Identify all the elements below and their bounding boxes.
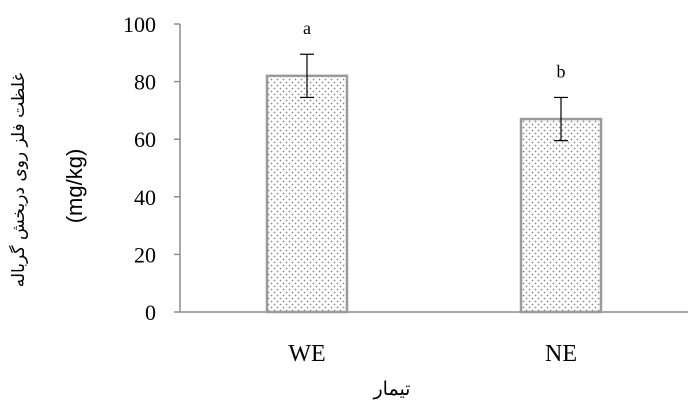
- x-axis-label: تیمار: [373, 378, 411, 400]
- y-tick-label: 80: [134, 70, 156, 95]
- y-axis-unit: (mg/kg): [62, 149, 87, 224]
- bars: [265, 74, 603, 314]
- y-tick-label: 0: [145, 300, 156, 325]
- y-tick-label: 40: [134, 185, 156, 210]
- y-tick-label: 60: [134, 127, 156, 152]
- x-tick-label: WE: [288, 341, 325, 367]
- x-tick-label: NE: [545, 341, 577, 367]
- bar-ne: [519, 117, 603, 314]
- error-bars: [300, 53, 568, 142]
- y-tick-label: 20: [134, 242, 156, 267]
- y-axis-label: غلظت فلز روی دربخش گرباله: [8, 73, 29, 288]
- bar-we: [265, 74, 349, 314]
- significance-letter: a: [303, 18, 311, 38]
- y-tick-label: 100: [123, 12, 156, 37]
- axes: [174, 23, 688, 313]
- significance-letter: b: [557, 61, 566, 81]
- category-labels: a WE b NE: [288, 18, 577, 367]
- y-tick-labels: 0 20 40 60 80 100: [123, 12, 156, 325]
